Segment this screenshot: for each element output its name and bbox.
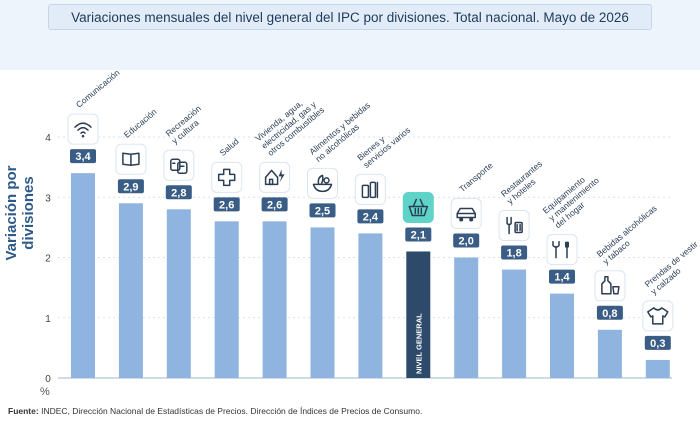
value-label: 1,8 — [506, 248, 521, 260]
value-label-box — [261, 197, 288, 212]
y-tick-label: 1 — [45, 314, 51, 325]
value-label-box — [596, 305, 623, 320]
category-label: Prendas de vestiry calzado — [643, 239, 700, 297]
toiletries-icon — [354, 173, 386, 205]
value-label-box — [165, 185, 192, 200]
bar-fork-knife — [502, 269, 527, 378]
y-tick-label: 3 — [45, 193, 51, 204]
category-label: Salud — [218, 136, 241, 158]
chart-title: Variaciones mensuales del nivel general … — [48, 4, 652, 30]
value-label-box — [405, 227, 432, 242]
car-icon — [450, 198, 482, 229]
value-label: 2,6 — [219, 199, 234, 211]
house-bolt-icon — [259, 161, 291, 193]
value-label: 0,3 — [650, 338, 665, 350]
value-label-box — [357, 209, 384, 224]
value-label-box — [501, 245, 528, 260]
cross-icon — [211, 161, 243, 193]
y-tick-label: 2 — [45, 254, 51, 265]
category-label: Equipamientoy mantenimientodel hogar — [541, 168, 608, 230]
bar-basket — [406, 251, 431, 378]
wifi-icon — [67, 113, 99, 145]
bar-car — [454, 257, 479, 378]
source-label: Fuente: — [8, 406, 39, 416]
food-icon — [307, 167, 338, 199]
bottle-glass-icon — [594, 270, 626, 302]
fork-knife-icon — [498, 210, 530, 242]
category-label: Transporte — [457, 160, 495, 194]
category-label: Comunicación — [74, 67, 122, 109]
value-label: 2,1 — [411, 229, 426, 241]
basket-icon — [402, 191, 434, 223]
value-label: 3,4 — [75, 151, 91, 163]
source-text: INDEC, Dirección Nacional de Estadística… — [41, 406, 423, 416]
category-label: Educación — [122, 106, 159, 139]
value-label: 2,0 — [459, 236, 474, 248]
bar-cross — [214, 221, 239, 378]
value-label-box — [644, 335, 671, 350]
bar-theater-masks — [166, 209, 191, 378]
bar-house-bolt — [262, 221, 287, 378]
value-label: 2,5 — [315, 205, 330, 217]
category-label: Bienes yservicios varios — [355, 118, 412, 170]
bar-book — [118, 203, 143, 378]
y-tick-label: 4 — [45, 133, 51, 144]
theater-masks-icon — [163, 149, 195, 181]
category-label: Bebidas alcohólicasy tabaco — [595, 203, 665, 266]
value-label: 1,4 — [554, 272, 570, 284]
value-label-box — [453, 233, 480, 248]
value-label-box — [70, 149, 96, 164]
unit-label: % — [40, 386, 50, 398]
category-label: Restaurantesy hoteles — [499, 159, 550, 206]
value-label: 2,4 — [363, 211, 379, 223]
value-label: 2,9 — [123, 181, 138, 193]
bar-wifi — [71, 173, 95, 378]
source-note: Fuente: INDEC, Dirección Nacional de Est… — [8, 406, 422, 416]
value-label: 2,6 — [267, 199, 282, 211]
value-label: 0,8 — [602, 308, 617, 320]
value-label-box — [117, 179, 144, 194]
bar-bottle-glass — [597, 329, 622, 378]
shirt-icon — [642, 300, 674, 332]
bar-food — [310, 227, 335, 378]
bar-tools — [550, 293, 574, 378]
bar-toiletries — [358, 233, 383, 378]
bar-shirt — [645, 359, 670, 378]
value-label: 2,8 — [171, 187, 186, 199]
tools-icon — [546, 234, 578, 266]
book-icon — [115, 143, 147, 175]
value-label-box — [549, 269, 575, 284]
value-label-box — [309, 203, 336, 218]
category-label: Recreacióny cultura — [164, 103, 210, 146]
category-label: NIVEL GENERAL — [414, 313, 423, 374]
y-tick-label: 0 — [45, 374, 51, 385]
value-label-box — [213, 197, 240, 212]
